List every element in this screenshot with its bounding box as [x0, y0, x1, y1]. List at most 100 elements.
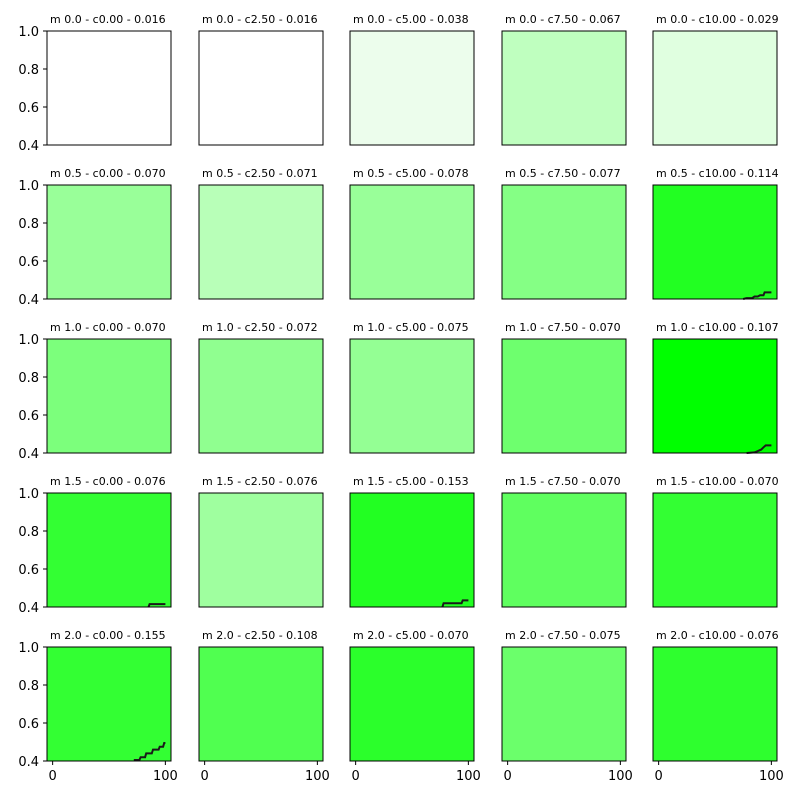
subplot-frame — [349, 492, 475, 608]
y-tick-label: 0.8 — [18, 63, 39, 78]
subplot-title: m 1.0 - c2.50 - 0.072 — [202, 321, 318, 334]
y-tick-label: 0.8 — [18, 371, 39, 386]
y-tick-label: 0.4 — [18, 139, 39, 154]
subplot-background — [502, 647, 626, 761]
x-tick-label: 100 — [608, 769, 633, 784]
subplot-frame — [46, 338, 172, 454]
subplot-title: m 0.0 - c7.50 - 0.067 — [505, 13, 621, 26]
subplot-background — [350, 185, 474, 299]
subplot-title: m 2.0 - c7.50 - 0.075 — [505, 629, 621, 642]
subplot-title: m 0.0 - c2.50 - 0.016 — [202, 13, 318, 26]
subplot-title: m 1.5 - c2.50 - 0.076 — [202, 475, 318, 488]
subplot-title: m 2.0 - c0.00 - 0.155 — [50, 629, 166, 642]
subplot-7: m 0.5 - c2.50 - 0.071 — [198, 167, 324, 300]
subplot-title: m 1.0 - c7.50 - 0.070 — [505, 321, 621, 334]
subplot-15: m 1.0 - c10.00 - 0.107 — [652, 321, 779, 454]
subplot-background — [199, 339, 323, 453]
subplot-background — [199, 185, 323, 299]
y-tick-label: 0.6 — [18, 255, 39, 270]
subplot-background — [653, 493, 777, 607]
subplot-frame — [652, 30, 778, 146]
subplot-title: m 0.5 - c0.00 - 0.070 — [50, 167, 166, 180]
subplot-1: m 0.0 - c0.00 - 0.016 0.4 0.6 0.8 1.0 — [18, 13, 172, 154]
subplot-9: m 0.5 - c7.50 - 0.077 — [501, 167, 627, 300]
subplot-title: m 0.5 - c7.50 - 0.077 — [505, 167, 621, 180]
subplot-background — [502, 185, 626, 299]
subplot-frame — [652, 492, 778, 608]
subplot-14: m 1.0 - c7.50 - 0.070 — [501, 321, 627, 454]
subplot-frame — [349, 30, 475, 146]
subplot-frame — [46, 492, 172, 608]
subplot-frame — [349, 184, 475, 300]
subplot-frame — [46, 646, 172, 762]
subplot-background — [350, 493, 474, 607]
subplot-frame — [198, 30, 324, 146]
subplot-title: m 0.0 - c0.00 - 0.016 — [50, 13, 166, 26]
x-tick-label: 0 — [503, 769, 511, 784]
subplot-22: m 2.0 - c2.50 - 0.108 0 100 — [198, 629, 330, 784]
subplot-title: m 2.0 - c10.00 - 0.076 — [656, 629, 779, 642]
x-tick-label: 0 — [200, 769, 208, 784]
y-tick-label: 0.8 — [18, 217, 39, 232]
subplot-title: m 1.0 - c5.00 - 0.075 — [353, 321, 469, 334]
subplot-frame — [501, 646, 627, 762]
subplot-13: m 1.0 - c5.00 - 0.075 — [349, 321, 475, 454]
y-tick-label: 0.6 — [18, 717, 39, 732]
subplot-title: m 0.0 - c10.00 - 0.029 — [656, 13, 779, 26]
series-line — [147, 603, 166, 608]
subplot-title: m 1.5 - c7.50 - 0.070 — [505, 475, 621, 488]
subplot-10: m 0.5 - c10.00 - 0.114 — [652, 167, 779, 300]
subplot-title: m 1.5 - c0.00 - 0.076 — [50, 475, 166, 488]
y-tick-label: 1.0 — [18, 333, 39, 348]
x-tick-label: 0 — [654, 769, 662, 784]
subplot-6: m 0.5 - c0.00 - 0.070 0.4 0.6 0.8 1.0 — [18, 167, 172, 308]
subplot-25: m 2.0 - c10.00 - 0.076 0 100 — [652, 629, 784, 784]
subplot-frame — [349, 338, 475, 454]
y-tick-label: 0.6 — [18, 409, 39, 424]
y-tick-label: 0.4 — [18, 601, 39, 616]
subplot-frame — [501, 30, 627, 146]
subplot-frame — [501, 338, 627, 454]
subplot-frame — [652, 338, 778, 454]
subplot-background — [350, 31, 474, 145]
x-tick-label: 100 — [456, 769, 481, 784]
subplot-background — [502, 31, 626, 145]
subplot-8: m 0.5 - c5.00 - 0.078 — [349, 167, 475, 300]
subplot-background — [502, 339, 626, 453]
series-line — [441, 599, 469, 608]
y-tick-label: 1.0 — [18, 487, 39, 502]
subplot-4: m 0.0 - c7.50 - 0.067 — [501, 13, 627, 146]
subplot-background — [653, 185, 777, 299]
y-tick-label: 0.8 — [18, 525, 39, 540]
subplot-frame — [46, 30, 172, 146]
subplot-16: m 1.5 - c0.00 - 0.076 0.4 0.6 0.8 1.0 — [18, 475, 172, 616]
subplot-background — [199, 493, 323, 607]
subplot-2: m 0.0 - c2.50 - 0.016 — [198, 13, 324, 146]
subplot-frame — [501, 492, 627, 608]
subplot-frame — [198, 646, 324, 762]
subplot-frame — [652, 184, 778, 300]
subplot-11: m 1.0 - c0.00 - 0.070 0.4 0.6 0.8 1.0 — [18, 321, 172, 462]
y-tick-label: 0.4 — [18, 293, 39, 308]
subplot-background — [350, 647, 474, 761]
subplot-19: m 1.5 - c7.50 - 0.070 — [501, 475, 627, 608]
subplot-background — [47, 31, 171, 145]
subplot-background — [47, 647, 171, 761]
subplot-background — [653, 339, 777, 453]
subplot-18: m 1.5 - c5.00 - 0.153 — [349, 475, 475, 608]
subplot-title: m 0.5 - c2.50 - 0.071 — [202, 167, 318, 180]
subplot-21: m 2.0 - c0.00 - 0.155 0.4 0.6 0.8 1.0 0 100 — [18, 629, 177, 784]
subplot-title: m 2.0 - c2.50 - 0.108 — [202, 629, 318, 642]
x-tick-label: 100 — [305, 769, 330, 784]
y-tick-label: 0.4 — [18, 755, 39, 770]
subplot-title: m 0.5 - c5.00 - 0.078 — [353, 167, 469, 180]
subplot-title: m 1.0 - c0.00 - 0.070 — [50, 321, 166, 334]
subplot-title: m 1.5 - c5.00 - 0.153 — [353, 475, 469, 488]
subplot-frame — [198, 338, 324, 454]
x-tick-label: 0 — [351, 769, 359, 784]
subplot-frame — [198, 184, 324, 300]
subplot-frame — [349, 646, 475, 762]
subplot-title: m 1.0 - c10.00 - 0.107 — [656, 321, 779, 334]
subplot-background — [502, 493, 626, 607]
